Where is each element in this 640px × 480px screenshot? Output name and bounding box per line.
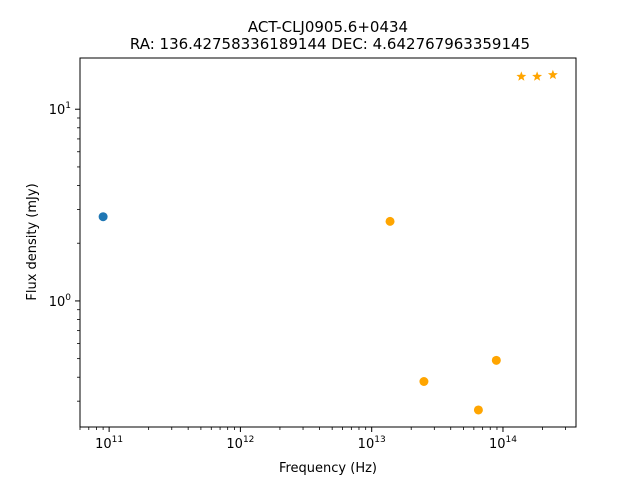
x-tick-label-base: 10 [226,437,243,452]
data-point [473,405,483,415]
data-point [419,376,429,386]
x-axis-label: Frequency (Hz) [279,461,377,476]
y-tick-label-exponent: 1 [65,101,71,111]
data-point [98,212,108,222]
x-tick-label-exponent: 11 [112,435,123,445]
chart-title: ACT-CLJ0905.6+0434 [248,18,408,36]
x-axis-ticks: 1011 1012 1013 1014 [79,427,567,452]
x-tick-label-exponent: 13 [374,435,385,445]
plot-marks [98,69,558,415]
x-tick-label: 1012 [226,435,254,452]
x-tick-label-exponent: 14 [506,435,518,445]
y-axis-label: Flux density (mJy) [25,183,40,300]
chart-subtitle: RA: 136.42758336189144 DEC: 4.6427679633… [130,35,530,53]
data-point [491,355,501,365]
y-tick-label-exponent: 0 [65,293,71,303]
data-point [385,216,395,226]
y-tick-label: 101 [49,101,71,118]
x-tick-label-base: 10 [358,437,375,452]
data-point-star [547,69,558,80]
plot-frame [79,57,577,428]
data-point-star [532,71,543,81]
x-tick-label-base: 10 [489,437,506,452]
data-point-star [516,71,527,81]
x-tick-label-base: 10 [95,437,112,452]
x-tick-label: 1013 [358,435,386,452]
y-tick-label-base: 10 [49,103,66,118]
x-tick-label: 1014 [489,435,517,452]
y-tick-label: 100 [49,293,72,310]
y-tick-label-base: 10 [49,295,66,310]
x-tick-label: 1011 [95,435,123,452]
x-tick-label-exponent: 12 [243,435,254,445]
